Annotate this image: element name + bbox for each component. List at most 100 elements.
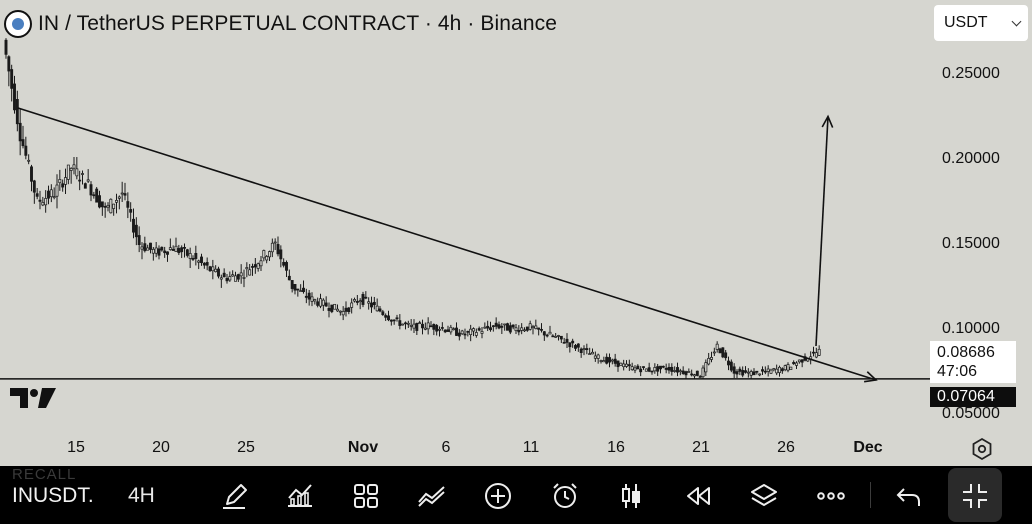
fullscreen-button[interactable]	[948, 468, 1002, 522]
candle-body	[81, 173, 84, 175]
candle-body	[715, 343, 719, 350]
candle-body	[149, 242, 152, 250]
candle-body	[228, 276, 232, 281]
candle-body	[404, 322, 407, 325]
time-tick: 11	[522, 439, 540, 456]
candle-body	[582, 348, 586, 351]
candle-body	[540, 328, 543, 331]
candle-body	[115, 199, 118, 203]
candle-body	[517, 330, 521, 333]
fullscreen-icon[interactable]	[959, 480, 991, 512]
candle-body	[338, 310, 342, 313]
candle-body	[778, 366, 781, 373]
candle-body	[423, 327, 427, 330]
settings-icon[interactable]	[970, 437, 994, 461]
candle-body	[591, 351, 594, 355]
candle-body	[401, 323, 405, 326]
replay-icon[interactable]	[682, 480, 714, 512]
candle-body	[780, 368, 784, 372]
candle-body	[44, 198, 48, 206]
candle-body	[783, 365, 787, 371]
candle-body	[52, 196, 56, 199]
alert-icon[interactable]	[549, 480, 581, 512]
tradingview-logo	[10, 386, 56, 416]
candle-body	[681, 370, 685, 374]
candle-body	[171, 248, 175, 251]
undo-icon[interactable]	[893, 480, 925, 512]
candle-body	[89, 184, 93, 196]
candle-body	[619, 362, 623, 366]
time-tick: 21	[692, 439, 710, 456]
candle-body	[480, 331, 484, 334]
candle-body	[486, 325, 490, 329]
candle-body	[194, 253, 198, 259]
candle-body	[690, 373, 694, 376]
interval-button[interactable]: 4H	[128, 484, 155, 507]
candle-body	[290, 280, 294, 289]
candle-body	[100, 201, 104, 208]
candle-body	[724, 352, 728, 359]
candle-body	[279, 249, 283, 260]
candle-body	[168, 247, 172, 250]
candle-body	[650, 370, 654, 373]
candle-body	[395, 317, 399, 320]
candle-body	[378, 308, 382, 312]
candle-body	[494, 322, 498, 327]
candle-body	[525, 326, 529, 331]
symbol-button[interactable]: INUSDT.	[12, 484, 94, 507]
candle-body	[596, 354, 600, 359]
currency-select[interactable]: USDT	[934, 5, 1028, 41]
layouts-icon[interactable]	[350, 480, 382, 512]
candle-body	[667, 366, 671, 371]
indicators-icon[interactable]	[284, 480, 316, 512]
candle-body	[47, 190, 50, 199]
time-tick: 15	[67, 439, 85, 456]
candle-body	[659, 365, 662, 370]
chart-area[interactable]: IN / TetherUS PERPETUAL CONTRACT · 4h · …	[0, 0, 1032, 466]
candle-body	[568, 342, 572, 348]
candle-body	[421, 323, 424, 329]
candle-body	[120, 192, 124, 195]
candle-body	[608, 357, 611, 363]
candle-body	[191, 257, 195, 260]
add-icon[interactable]	[482, 480, 514, 512]
candle-body	[262, 250, 266, 259]
candle-body	[653, 367, 657, 372]
coin-logo-icon	[4, 10, 32, 38]
candle-body	[208, 266, 212, 272]
candle-body	[435, 325, 439, 332]
chart-type-icon[interactable]	[416, 480, 448, 512]
candle-body	[483, 326, 487, 329]
candle-body	[761, 369, 764, 372]
candle-body	[151, 248, 155, 254]
layers-icon[interactable]	[748, 480, 780, 512]
candle-body	[66, 164, 70, 180]
candles-icon[interactable]	[615, 480, 647, 512]
candle-body	[559, 335, 563, 340]
candle-body	[234, 275, 237, 282]
candle-body	[117, 196, 121, 199]
candle-body	[242, 277, 246, 279]
currency-value: USDT	[944, 14, 988, 31]
price-tick: 0.10000	[942, 320, 1000, 337]
more-icon[interactable]	[815, 480, 847, 512]
candle-body	[514, 327, 518, 331]
candle-body	[440, 327, 444, 329]
candle-body	[15, 99, 19, 125]
candle-body	[13, 83, 16, 111]
candle-body	[415, 322, 419, 331]
candle-body	[789, 366, 793, 370]
candle-body	[251, 266, 254, 268]
price-tick: 0.25000	[942, 65, 1000, 82]
candle-body	[129, 209, 133, 213]
pencil-icon[interactable]	[219, 480, 251, 512]
candle-body	[647, 367, 651, 372]
candle-body	[460, 330, 464, 335]
candle-body	[188, 253, 192, 259]
candle-body	[744, 370, 747, 373]
candle-body	[163, 250, 167, 254]
candle-body	[327, 308, 331, 311]
candle-body	[316, 301, 320, 306]
price-chart[interactable]	[0, 0, 930, 430]
candle-body	[49, 189, 53, 198]
